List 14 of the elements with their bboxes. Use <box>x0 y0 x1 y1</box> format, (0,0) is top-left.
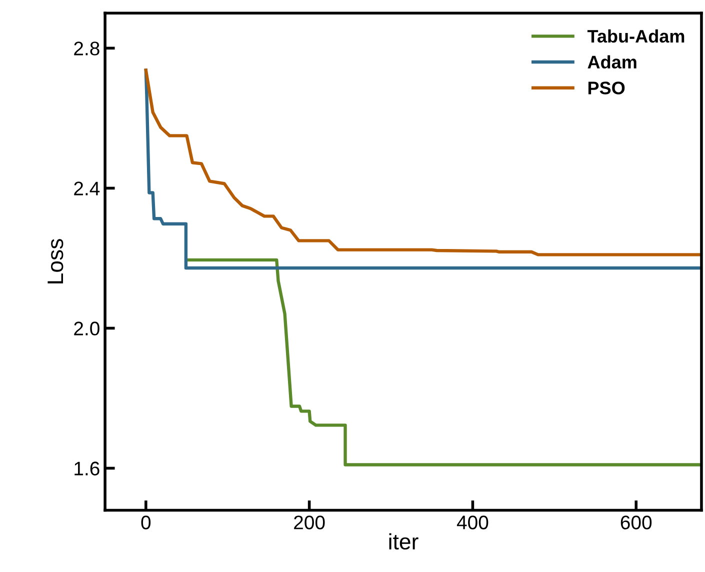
y-tick-label: 1.6 <box>74 462 100 476</box>
legend-label: Tabu-Adam <box>587 29 684 43</box>
line-series <box>185 258 702 466</box>
legend-label: Adam <box>588 55 636 69</box>
x-tick-label: 200 <box>294 516 325 530</box>
x-tick-label: 600 <box>620 516 652 530</box>
y-tick-label: 2.8 <box>74 42 100 56</box>
y-tick-label: 2.0 <box>74 322 100 336</box>
x-tick-label: 0 <box>141 516 151 530</box>
x-tick-label: 400 <box>456 516 488 530</box>
y-tick-label: 2.4 <box>74 182 100 196</box>
legend-label: PSO <box>588 82 625 94</box>
y-axis-title: Loss <box>48 239 64 284</box>
x-axis-title: iter <box>389 533 418 550</box>
